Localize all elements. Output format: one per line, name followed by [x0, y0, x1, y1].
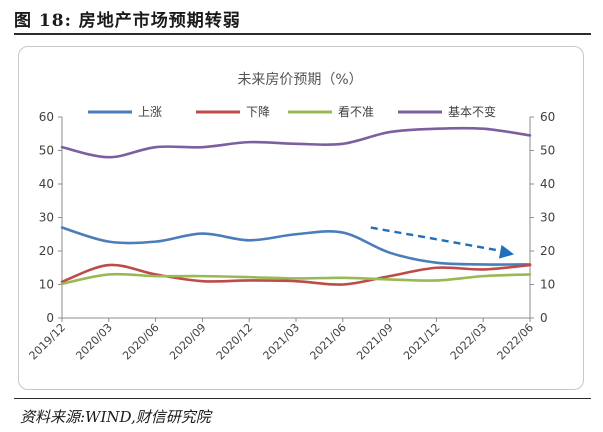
figure-title: 图 18: 房地产市场预期转弱 — [14, 11, 241, 31]
series-layer — [60, 126, 532, 286]
y-tick-label-right: 60 — [540, 110, 555, 124]
y-tick-label-right: 10 — [540, 278, 555, 292]
x-tick-label: 2021/03 — [261, 321, 303, 363]
x-tick-label: 2021/09 — [354, 321, 396, 363]
x-tick-label: 2022/06 — [495, 321, 537, 363]
source-note: 资料来源:WIND,财信研究院 — [20, 408, 211, 426]
series-line-3 — [60, 272, 532, 286]
x-tick-label: 2021/06 — [307, 321, 349, 363]
x-tick-label: 2020/09 — [167, 321, 209, 363]
top-rule — [14, 33, 591, 35]
axes: 0 10 20 30 40 50 60 0 10 20 30 40 50 60 2019/12 2020/03… — [27, 110, 556, 362]
trend-arrow-shaft — [370, 226, 505, 253]
x-tick-label: 2020/03 — [73, 321, 115, 363]
chart-frame — [18, 46, 584, 390]
legend-label: 看不准 — [338, 105, 374, 119]
series-line-2 — [60, 263, 532, 286]
y-tick-label-right: 40 — [540, 177, 555, 191]
bottom-rule — [14, 398, 591, 399]
x-tick-label: 2019/12 — [27, 321, 69, 363]
y-tick-label-left: 40 — [39, 177, 54, 191]
y-tick-label-left: 10 — [39, 278, 54, 292]
x-tick-label: 2020/06 — [120, 321, 162, 363]
x-tick-label: 2022/03 — [448, 321, 490, 363]
legend: 上涨 下降 看不准 基本不变 — [88, 104, 496, 119]
annotation-layer — [370, 226, 514, 259]
legend-label: 基本不变 — [448, 104, 496, 119]
chart-title: 未来房价预期（%） — [237, 72, 362, 88]
x-tick-label: 2021/12 — [401, 321, 443, 363]
y-tick-label-left: 50 — [39, 144, 54, 158]
x-tick-label: 2020/12 — [214, 321, 256, 363]
y-tick-label-left: 20 — [39, 244, 54, 258]
y-tick-label-right: 50 — [540, 144, 555, 158]
y-tick-label-right: 20 — [540, 244, 555, 258]
y-tick-label-right: 30 — [540, 211, 555, 225]
trend-arrow-head — [498, 244, 514, 259]
y-tick-label-right: 0 — [540, 311, 548, 325]
series-line-4 — [60, 126, 532, 159]
series-line-1 — [60, 226, 532, 266]
y-tick-label-left: 60 — [39, 110, 54, 124]
legend-label: 上涨 — [138, 104, 162, 119]
y-tick-label-left: 0 — [46, 311, 54, 325]
legend-label: 下降 — [246, 105, 270, 119]
y-tick-label-left: 30 — [39, 211, 54, 225]
